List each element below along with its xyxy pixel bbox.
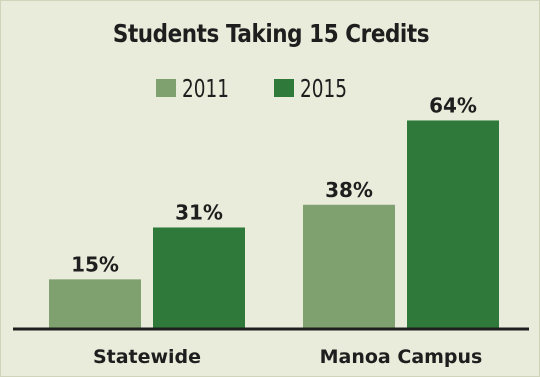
- data-label-statewide-2015: 31%: [175, 200, 223, 224]
- legend-item-2015: 2015: [274, 73, 357, 103]
- bar-statewide-2015: [153, 227, 245, 328]
- bar-statewide-2011: [49, 279, 141, 328]
- data-label-manoa-campus-2011: 38%: [325, 178, 373, 202]
- data-label-statewide-2011: 15%: [71, 252, 119, 276]
- legend: 2011 2015: [156, 73, 376, 103]
- data-label-manoa-campus-2015: 64%: [429, 93, 477, 117]
- bar-manoa-campus-2015: [407, 120, 499, 328]
- legend-item-2011: 2011: [156, 73, 239, 103]
- legend-swatch-2015: [274, 79, 294, 97]
- legend-label-2011: 2011: [182, 73, 229, 103]
- legend-swatch-2011: [156, 79, 176, 97]
- category-label-statewide: Statewide: [93, 346, 201, 368]
- category-label-manoa-campus: Manoa Campus: [320, 346, 483, 368]
- chart-title: Students Taking 15 Credits: [112, 19, 430, 48]
- bar-manoa-campus-2011: [303, 204, 395, 328]
- legend-label-2015: 2015: [300, 73, 347, 103]
